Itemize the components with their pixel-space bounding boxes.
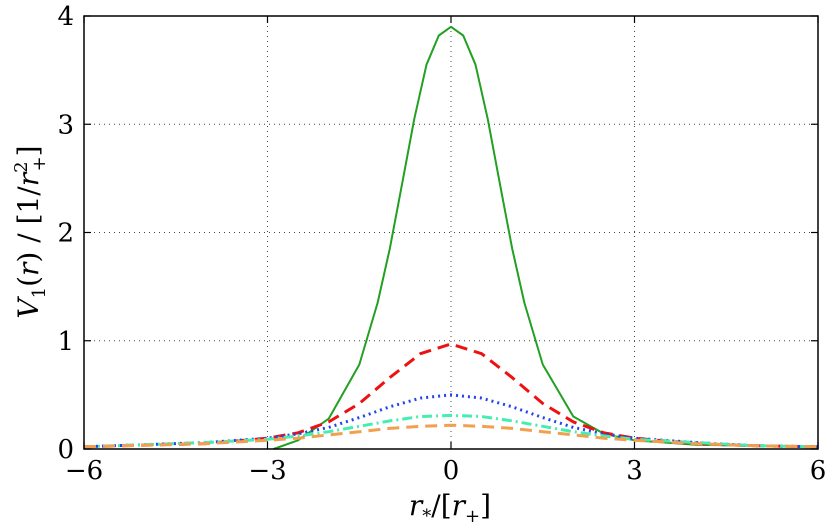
x-tick-label-0: −6	[65, 456, 103, 486]
y-axis-label: V1(r) / [1/r2+]	[11, 145, 50, 318]
series-line-2	[83, 393, 819, 449]
y-tick-labels: 0 1 2 3 4	[57, 2, 74, 465]
x-axis-label: r*/[r+]	[409, 489, 491, 527]
series-lines	[83, 25, 819, 450]
y-tick-label-4: 4	[57, 2, 74, 32]
y-tick-label-1: 1	[57, 327, 74, 357]
y-tick-label-3: 3	[57, 110, 74, 140]
x-tick-label-3: 3	[626, 456, 643, 486]
y-tick-label-2: 2	[57, 219, 74, 249]
tick-marks	[83, 15, 819, 450]
x-tick-label-2: 0	[443, 456, 460, 486]
x-tick-labels: −6 −3 0 3 6	[65, 456, 826, 486]
x-tick-label-1: −3	[248, 456, 286, 486]
series-line-0	[273, 25, 819, 450]
series-line-4	[83, 423, 819, 449]
grid	[84, 16, 818, 449]
x-tick-label-4: 6	[810, 456, 827, 486]
y-tick-label-0: 0	[57, 435, 74, 465]
